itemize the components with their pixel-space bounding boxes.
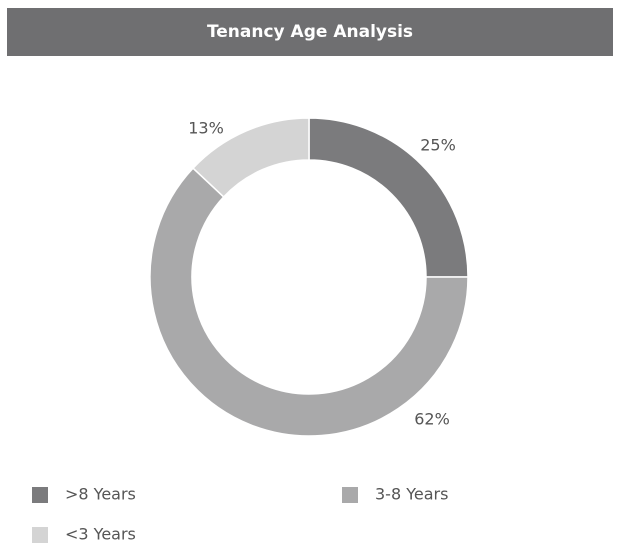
legend-label: <3 Years	[65, 525, 136, 544]
chart-title: Tenancy Age Analysis	[207, 22, 413, 42]
data-label: 62%	[414, 410, 450, 429]
legend-swatch	[342, 487, 358, 503]
donut-slice	[149, 167, 469, 437]
data-label: 13%	[188, 119, 224, 138]
legend-label: >8 Years	[65, 485, 136, 504]
legend-swatch	[32, 487, 48, 503]
donut-slice	[192, 117, 310, 198]
data-label: 25%	[420, 136, 456, 155]
legend-swatch	[32, 527, 48, 543]
title-bar	[7, 8, 613, 56]
legend-label: 3-8 Years	[375, 485, 448, 504]
